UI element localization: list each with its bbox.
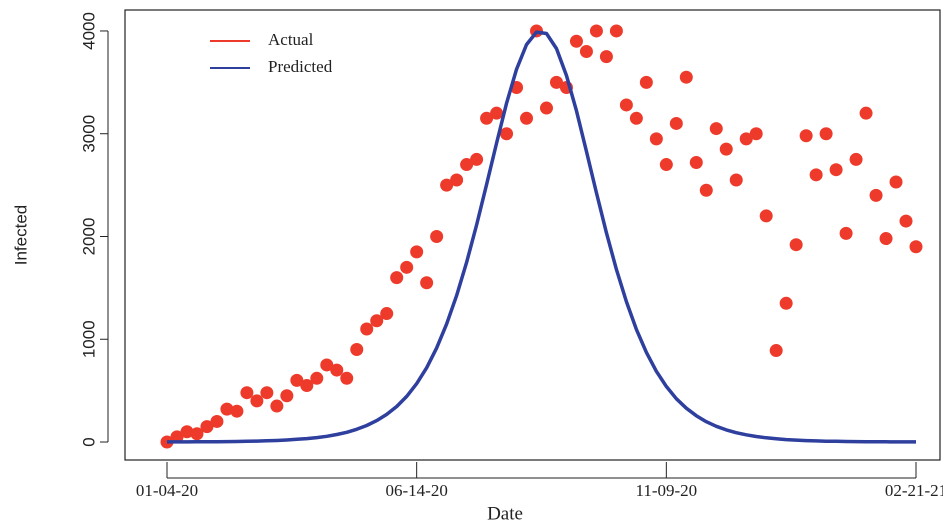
data-point <box>190 427 204 441</box>
plot-frame <box>124 9 941 461</box>
predicted-line <box>167 30 916 444</box>
data-point <box>879 232 893 246</box>
data-point <box>589 24 603 38</box>
data-point <box>699 183 713 197</box>
data-point <box>819 127 833 141</box>
data-point <box>799 129 813 143</box>
data-point <box>460 158 474 172</box>
data-point <box>390 271 404 285</box>
data-point <box>230 404 244 418</box>
y-tick-label: 1000 <box>79 320 98 358</box>
data-point <box>889 175 903 189</box>
data-point <box>649 132 663 146</box>
data-point <box>340 371 354 385</box>
data-point <box>380 307 394 321</box>
data-point <box>330 363 344 377</box>
data-point <box>609 24 623 38</box>
data-point <box>789 238 803 252</box>
data-point <box>619 98 633 112</box>
data-point <box>909 240 923 254</box>
x-tick-label: 11-09-20 <box>635 481 697 500</box>
x-tick-label: 06-14-20 <box>386 481 448 500</box>
data-point <box>310 371 324 385</box>
legend-label: Predicted <box>268 57 333 76</box>
data-point <box>470 152 484 166</box>
y-tick-label: 4000 <box>79 12 98 50</box>
x-tick-label: 01-04-20 <box>136 481 198 500</box>
data-point <box>869 188 883 202</box>
data-point <box>320 358 334 372</box>
data-point <box>290 373 304 387</box>
data-point <box>709 122 723 136</box>
data-point <box>300 378 314 392</box>
data-point <box>759 209 773 223</box>
data-point <box>500 127 514 141</box>
data-point <box>739 132 753 146</box>
data-point <box>749 127 763 141</box>
data-point <box>420 276 434 290</box>
y-axis-label: Infected <box>11 205 30 266</box>
data-point <box>899 214 913 228</box>
data-point <box>569 34 583 48</box>
x-tick-label: 02-21-21 <box>885 481 943 500</box>
data-point <box>430 229 444 243</box>
data-point <box>679 70 693 84</box>
data-point <box>689 156 703 170</box>
data-point <box>170 430 184 444</box>
data-point <box>360 322 374 336</box>
data-point <box>180 425 194 439</box>
data-point <box>350 343 364 357</box>
data-point <box>240 386 254 400</box>
data-point <box>539 101 553 115</box>
data-point <box>629 111 643 125</box>
data-point <box>490 106 504 120</box>
data-point <box>280 389 294 403</box>
data-point <box>849 152 863 166</box>
x-axis-label: Date <box>487 503 523 524</box>
data-point <box>480 111 494 125</box>
data-point <box>250 394 264 408</box>
data-point <box>829 163 843 177</box>
data-point <box>549 75 563 89</box>
data-point <box>370 314 384 328</box>
data-point <box>809 168 823 182</box>
data-point <box>260 386 274 400</box>
y-tick-label: 0 <box>79 437 98 446</box>
data-point <box>659 158 673 172</box>
data-point <box>440 178 454 192</box>
data-point <box>220 402 234 416</box>
data-point <box>719 142 733 156</box>
data-point <box>400 260 414 274</box>
data-point <box>210 414 224 428</box>
y-tick-label: 2000 <box>79 218 98 256</box>
data-point <box>410 245 424 259</box>
data-point <box>520 111 534 125</box>
data-point <box>669 116 683 130</box>
data-point <box>859 106 873 120</box>
data-point <box>769 344 783 358</box>
data-point <box>839 226 853 240</box>
data-point <box>639 75 653 89</box>
data-point <box>450 173 464 187</box>
legend-label: Actual <box>268 30 314 49</box>
data-point <box>729 173 743 187</box>
data-point <box>270 399 284 413</box>
data-point <box>599 50 613 64</box>
data-point <box>200 420 214 434</box>
y-tick-label: 3000 <box>79 115 98 153</box>
data-point <box>779 296 793 310</box>
data-point <box>579 45 593 59</box>
